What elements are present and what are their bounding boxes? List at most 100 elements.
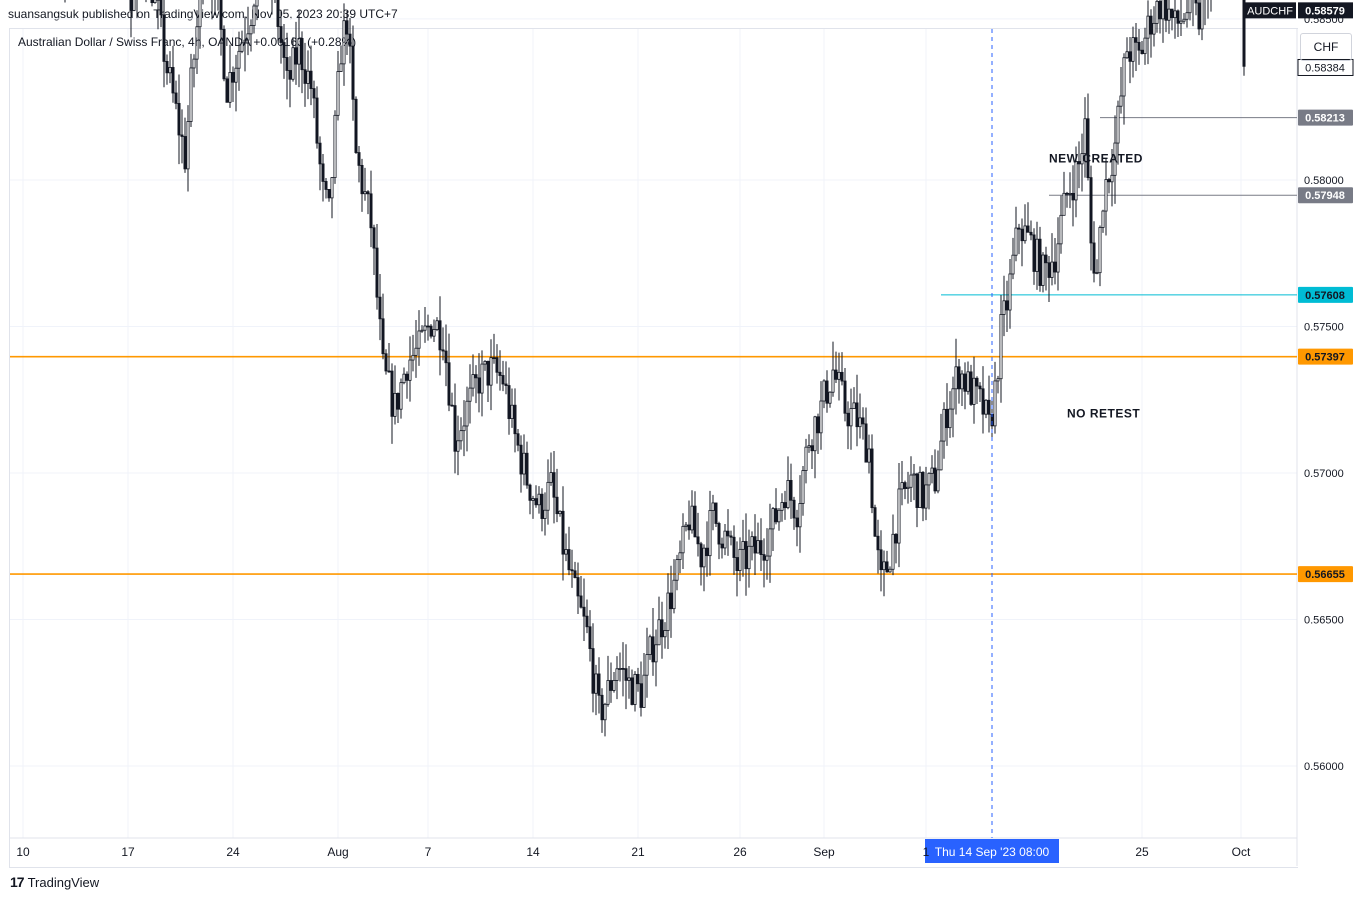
candle-body xyxy=(618,668,622,670)
candle-body xyxy=(816,416,820,434)
candle-body xyxy=(804,446,808,471)
candle-body xyxy=(996,378,1000,382)
candle-body xyxy=(834,369,838,380)
candle-body xyxy=(957,366,961,390)
candle-body xyxy=(897,488,901,544)
candle-body xyxy=(528,484,532,501)
last-price-tag xyxy=(1298,2,1353,19)
candle-body xyxy=(999,314,1003,380)
candle-body xyxy=(282,42,286,58)
candle-body xyxy=(630,677,634,705)
candle-body xyxy=(357,152,361,166)
candle-body xyxy=(777,509,781,523)
candle-body xyxy=(291,47,295,80)
candle-body xyxy=(1173,10,1177,19)
candle-body xyxy=(813,416,817,452)
candle-body xyxy=(1200,0,1204,30)
candle-body xyxy=(474,374,478,379)
candle-body xyxy=(249,25,253,35)
candle-body xyxy=(1104,179,1108,212)
candle-body xyxy=(942,408,946,442)
candle-body xyxy=(1083,118,1087,155)
horizontal-levels xyxy=(10,117,1297,575)
candle-body xyxy=(1158,0,1162,20)
candle-body xyxy=(1107,179,1111,183)
x-tick-label: 26 xyxy=(733,845,747,859)
candle-body xyxy=(726,530,730,537)
candle-body xyxy=(315,97,319,144)
level-price-label: 0.57608 xyxy=(1305,290,1345,302)
candle-body xyxy=(402,373,406,384)
candle-body xyxy=(240,42,244,52)
candle-body xyxy=(1059,214,1063,245)
candle-body xyxy=(384,353,388,372)
candle-body xyxy=(693,505,697,538)
candle-body xyxy=(162,14,166,62)
candle-body xyxy=(1197,2,1201,30)
footer-brand[interactable]: TradingView xyxy=(27,874,100,890)
candle-body xyxy=(927,472,931,486)
candle-body xyxy=(789,480,793,501)
candle-body xyxy=(237,50,241,69)
candle-body xyxy=(597,673,601,696)
candle-body xyxy=(387,370,391,373)
candle-body xyxy=(522,452,526,475)
candle-body xyxy=(1122,57,1126,97)
candle-body xyxy=(633,673,637,705)
time-axis: 10 17 24 Aug 7 14 21 26 Sep 1 25 Oct xyxy=(16,845,1251,859)
level-price-tag xyxy=(1298,187,1353,204)
candle-body xyxy=(771,508,775,530)
candle-body xyxy=(345,20,349,35)
candle-body xyxy=(1149,15,1153,35)
candle-body xyxy=(657,619,661,646)
chart-grid xyxy=(10,18,1298,866)
candle-body xyxy=(1071,192,1075,201)
candle-body xyxy=(468,387,472,402)
candle-body xyxy=(825,380,829,404)
candle-body xyxy=(417,330,421,349)
candle-body xyxy=(378,296,382,320)
candle-body xyxy=(504,383,508,386)
candle-body xyxy=(360,164,364,195)
candle-body xyxy=(510,404,514,420)
candle-body xyxy=(978,385,982,390)
candle-body xyxy=(1032,234,1036,272)
candle-body xyxy=(471,374,475,389)
candle-body xyxy=(540,493,544,519)
level-price-label: 0.56655 xyxy=(1305,569,1345,581)
candle-body xyxy=(1128,51,1132,62)
x-tick-label: 1 xyxy=(923,845,930,859)
candle-body xyxy=(1014,227,1018,256)
candle-body xyxy=(636,673,640,685)
candle-body xyxy=(579,595,583,608)
candle-body xyxy=(612,680,616,691)
candle-body xyxy=(351,45,355,100)
candle-body xyxy=(981,388,985,415)
currency-button[interactable]: CHF xyxy=(1300,33,1352,61)
candle-body xyxy=(984,399,988,415)
level-price-tag xyxy=(1298,348,1353,365)
candle-body xyxy=(456,440,460,452)
candle-body xyxy=(441,349,445,352)
candle-body xyxy=(1005,300,1009,311)
candle-body xyxy=(279,26,283,43)
candle-body xyxy=(183,136,187,170)
chart-legend: Australian Dollar / Swiss Franc, 4h, OAN… xyxy=(18,35,356,49)
close-price-label: 0.58384 xyxy=(1305,62,1345,74)
level-price-label: 0.57948 xyxy=(1305,190,1345,202)
candle-body xyxy=(567,549,571,571)
candle-body xyxy=(939,440,943,471)
candle-body xyxy=(615,668,619,681)
candle-body xyxy=(729,535,733,538)
candle-body xyxy=(747,545,751,570)
candle-body xyxy=(354,98,358,153)
candle-body xyxy=(1074,161,1078,201)
candle-body xyxy=(849,408,853,427)
candle-body xyxy=(465,400,469,427)
candle-body xyxy=(300,37,304,71)
crosshair-time-tag xyxy=(925,839,1059,863)
candle-body xyxy=(945,408,949,429)
publisher-line: suansangsuk published on TradingView.com… xyxy=(8,7,398,21)
candle-body xyxy=(876,535,880,551)
